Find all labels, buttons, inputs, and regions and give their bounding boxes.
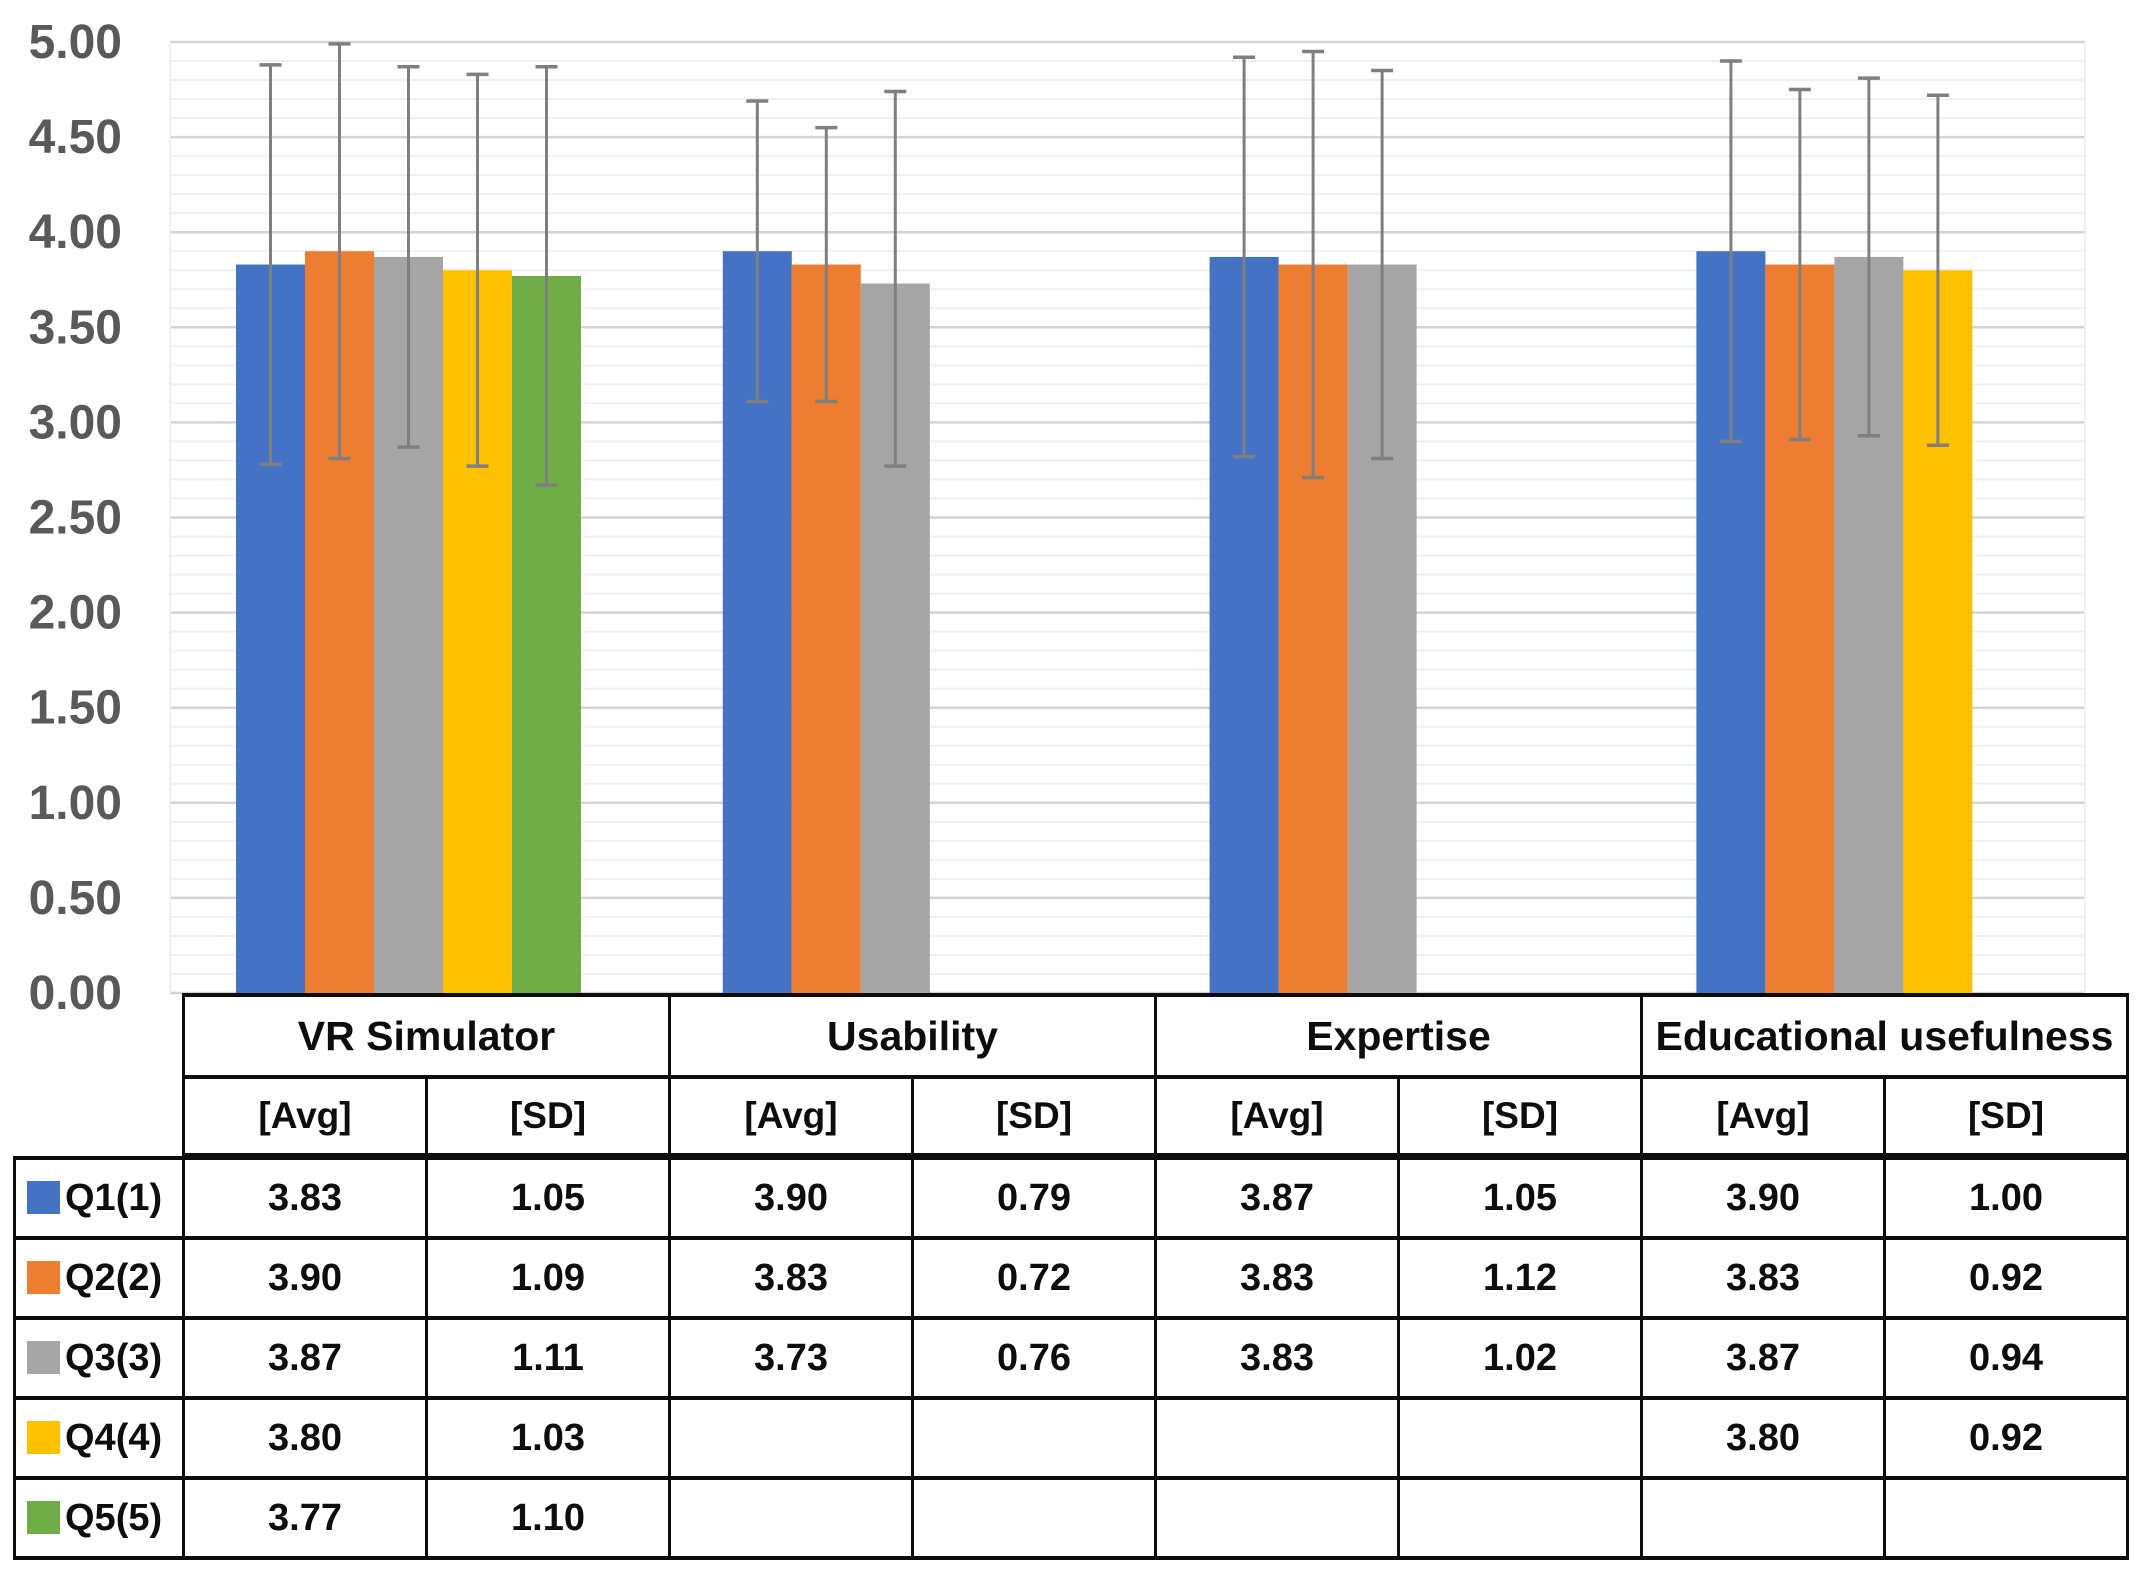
series-label: Q3(3) xyxy=(65,1336,163,1379)
y-axis-tick-label: 2.00 xyxy=(29,587,122,640)
category-header-cell: Usability xyxy=(668,993,1157,1079)
subheader-cell: [SD] xyxy=(425,1075,671,1157)
table-row: Q2(2) 3.90 1.09 3.83 0.72 3.83 1.12 3.83… xyxy=(13,1236,2129,1320)
table-cell: 1.09 xyxy=(425,1236,671,1320)
series-label: Q2(2) xyxy=(65,1256,163,1299)
category-header-row: VR Simulator Usability Expertise Educati… xyxy=(182,993,2129,1079)
subheader-cell: [Avg] xyxy=(1640,1075,1886,1157)
table-cell xyxy=(668,1396,914,1480)
y-axis-tick-label: 4.00 xyxy=(29,206,122,259)
subheader-cell: [Avg] xyxy=(182,1075,428,1157)
table-cell: 1.02 xyxy=(1397,1316,1643,1400)
table-cell: 3.80 xyxy=(1640,1396,1886,1480)
series-label-cell: Q2(2) xyxy=(13,1236,185,1320)
category-header-table: VR Simulator Usability Expertise Educati… xyxy=(182,993,2129,1157)
table-row: Q5(5) 3.77 1.10 xyxy=(13,1476,2129,1560)
table-cell: 3.73 xyxy=(668,1316,914,1400)
data-table: Q1(1) 3.83 1.05 3.90 0.79 3.87 1.05 3.90… xyxy=(13,1156,2129,1560)
subheader-cell: [SD] xyxy=(1883,1075,2129,1157)
table-cell: 3.87 xyxy=(182,1316,428,1400)
subheader-row: [Avg] [SD] [Avg] [SD] [Avg] [SD] [Avg] [… xyxy=(182,1075,2129,1157)
table-cell: 3.87 xyxy=(1154,1156,1400,1240)
table-cell: 3.90 xyxy=(668,1156,914,1240)
series-label-cell: Q3(3) xyxy=(13,1316,185,1400)
category-header-cell: VR Simulator xyxy=(182,993,671,1079)
table-cell: 1.00 xyxy=(1883,1156,2129,1240)
subheader-cell: [Avg] xyxy=(668,1075,914,1157)
table-row: Q3(3) 3.87 1.11 3.73 0.76 3.83 1.02 3.87… xyxy=(13,1316,2129,1400)
table-cell: 0.92 xyxy=(1883,1396,2129,1480)
subheader-cell: [Avg] xyxy=(1154,1075,1400,1157)
y-axis-tick-label: 3.50 xyxy=(29,301,122,354)
y-axis-tick-label: 1.00 xyxy=(29,777,122,830)
table-cell xyxy=(1154,1396,1400,1480)
table-cell: 3.83 xyxy=(1154,1236,1400,1320)
table-cell xyxy=(1397,1476,1643,1560)
category-header-cell: Educational usefulness xyxy=(1640,993,2129,1079)
series-label: Q1(1) xyxy=(65,1176,163,1219)
y-axis-tick-label: 4.50 xyxy=(29,111,122,164)
subheader-cell: [SD] xyxy=(1397,1075,1643,1157)
table-cell: 3.90 xyxy=(1640,1156,1886,1240)
y-axis-tick-label: 2.50 xyxy=(29,492,122,545)
table-cell: 1.03 xyxy=(425,1396,671,1480)
table-cell xyxy=(668,1476,914,1560)
table-cell: 1.11 xyxy=(425,1316,671,1400)
table-cell: 0.79 xyxy=(911,1156,1157,1240)
table-cell: 0.72 xyxy=(911,1236,1157,1320)
table-cell xyxy=(911,1396,1157,1480)
table-cell: 3.77 xyxy=(182,1476,428,1560)
legend-color-swatch xyxy=(27,1420,60,1454)
table-cell: 3.83 xyxy=(1640,1236,1886,1320)
table-row: Q1(1) 3.83 1.05 3.90 0.79 3.87 1.05 3.90… xyxy=(13,1156,2129,1240)
table-cell: 3.90 xyxy=(182,1236,428,1320)
table-cell xyxy=(911,1476,1157,1560)
y-axis-tick-label: 0.00 xyxy=(29,967,122,1020)
table-cell: 3.83 xyxy=(668,1236,914,1320)
y-axis-tick-label: 0.50 xyxy=(29,872,122,925)
y-axis-tick-label: 5.00 xyxy=(29,16,122,69)
table-cell xyxy=(1154,1476,1400,1560)
table-cell: 1.05 xyxy=(1397,1156,1643,1240)
table-cell: 3.87 xyxy=(1640,1316,1886,1400)
category-header-cell: Expertise xyxy=(1154,993,1643,1079)
table-cell: 3.83 xyxy=(1154,1316,1400,1400)
y-axis-tick-label: 1.50 xyxy=(29,682,122,735)
legend-color-swatch xyxy=(27,1500,60,1534)
subheader-cell: [SD] xyxy=(911,1075,1157,1157)
table-cell xyxy=(1640,1476,1886,1560)
legend-color-swatch xyxy=(27,1180,60,1214)
legend-color-swatch xyxy=(27,1340,60,1374)
table-cell xyxy=(1397,1396,1643,1480)
table-cell: 1.05 xyxy=(425,1156,671,1240)
table-cell: 0.92 xyxy=(1883,1236,2129,1320)
y-axis-tick-label: 3.00 xyxy=(29,396,122,449)
table-cell xyxy=(1883,1476,2129,1560)
table-cell: 0.94 xyxy=(1883,1316,2129,1400)
table-cell: 1.10 xyxy=(425,1476,671,1560)
series-label-cell: Q5(5) xyxy=(13,1476,185,1560)
series-label: Q4(4) xyxy=(65,1416,163,1459)
legend-color-swatch xyxy=(27,1260,60,1294)
table-cell: 0.76 xyxy=(911,1316,1157,1400)
table-cell: 3.83 xyxy=(182,1156,428,1240)
table-cell: 1.12 xyxy=(1397,1236,1643,1320)
series-label-cell: Q4(4) xyxy=(13,1396,185,1480)
table-row: Q4(4) 3.80 1.03 3.80 0.92 xyxy=(13,1396,2129,1480)
series-label-cell: Q1(1) xyxy=(13,1156,185,1240)
table-cell: 3.80 xyxy=(182,1396,428,1480)
series-label: Q5(5) xyxy=(65,1496,163,1539)
